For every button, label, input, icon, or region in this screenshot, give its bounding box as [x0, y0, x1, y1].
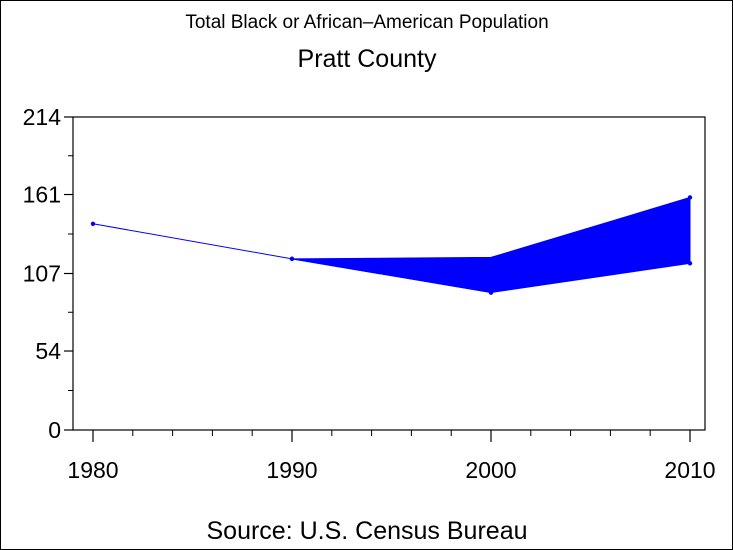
y-tick-label: 54 — [35, 338, 61, 364]
data-point — [687, 195, 693, 200]
y-tick-label: 214 — [23, 104, 62, 130]
source-note: Source: U.S. Census Bureau — [207, 517, 528, 545]
y-axis: 0 54 107 161 214 — [23, 104, 73, 443]
x-axis: 1980 1990 2000 2010 — [67, 430, 716, 483]
x-tick-label: 1980 — [67, 457, 118, 483]
x-tick-label: 2010 — [664, 457, 715, 483]
y-tick-label: 107 — [23, 261, 61, 287]
x-tick-label: 1990 — [266, 457, 317, 483]
chart-subtitle: Pratt County — [298, 45, 437, 73]
y-tick-label: 0 — [48, 417, 61, 443]
x-tick-label: 2000 — [465, 457, 516, 483]
band-point — [289, 256, 295, 262]
series-line — [92, 196, 691, 294]
band-point — [488, 290, 494, 295]
data-point — [90, 221, 96, 226]
band-area — [291, 196, 691, 294]
chart-title: Total Black or African–American Populati… — [185, 12, 548, 33]
band-layer — [291, 196, 691, 294]
band-point — [687, 261, 693, 266]
series-layer — [90, 195, 693, 295]
y-tick-label: 161 — [23, 182, 61, 208]
